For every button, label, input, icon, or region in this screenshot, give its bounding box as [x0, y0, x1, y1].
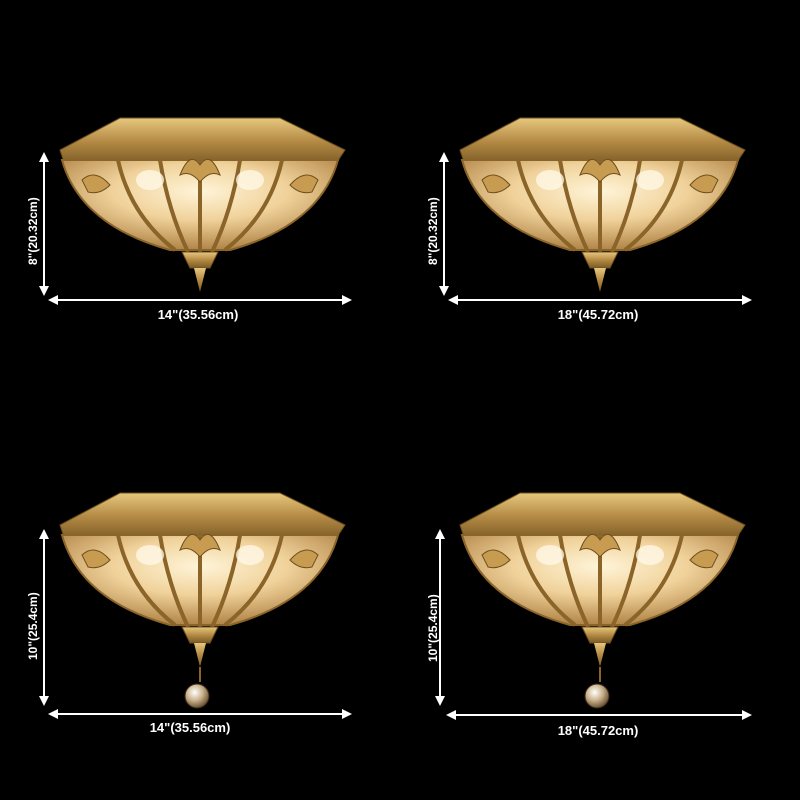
ceiling-lamp-image	[439, 116, 752, 305]
crystal-ball	[184, 683, 210, 709]
ceiling-lamp-image	[39, 116, 352, 305]
lamp-panel-4: 10"(25.4cm) 18"(45.72cm)	[400, 400, 800, 800]
width-label: 14"(35.56cm)	[149, 720, 231, 735]
ceiling-lamp-image	[435, 491, 752, 720]
width-label: 14"(35.56cm)	[157, 307, 239, 322]
height-label: 10"(25.4cm)	[26, 592, 40, 660]
height-label: 8"(20.32cm)	[26, 197, 40, 265]
height-label: 8"(20.32cm)	[426, 197, 440, 265]
lamp-panel-1: 8"(20.32cm) 14"(35.56cm)	[0, 0, 400, 400]
width-label: 18"(45.72cm)	[557, 723, 639, 738]
crystal-ball	[584, 683, 610, 709]
width-label: 18"(45.72cm)	[557, 307, 639, 322]
height-label: 10"(25.4cm)	[426, 594, 440, 662]
lamp-panel-3: 10"(25.4cm) 14"(35.56cm)	[0, 400, 400, 800]
lamp-panel-2: 8"(20.32cm) 18"(45.72cm)	[400, 0, 800, 400]
ceiling-lamp-image	[39, 491, 352, 719]
